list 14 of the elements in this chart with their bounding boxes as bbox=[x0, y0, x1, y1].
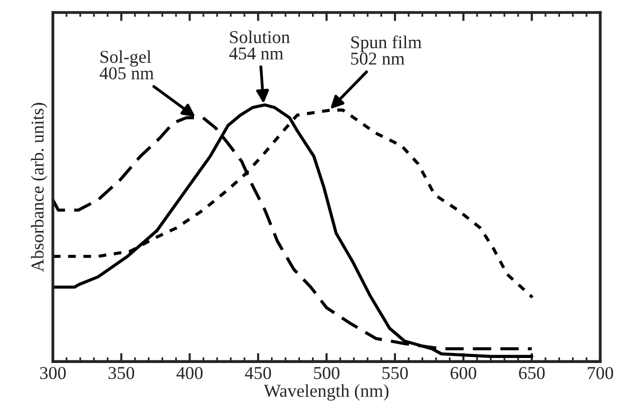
x-tick-label: 700 bbox=[588, 366, 614, 380]
x-tick-label: 650 bbox=[519, 366, 545, 380]
x-tick-label: 500 bbox=[314, 366, 340, 380]
y-axis-title: Absorbance (arb. units) bbox=[30, 102, 48, 272]
annotation: Solution 454 nm bbox=[229, 30, 290, 60]
x-tick-label: 600 bbox=[450, 366, 476, 380]
x-tick-label: 550 bbox=[382, 366, 408, 380]
annotation: Sol-gel 405 nm bbox=[100, 50, 154, 80]
x-tick-label: 350 bbox=[108, 366, 134, 380]
x-tick-label: 450 bbox=[244, 366, 271, 380]
annotation: Spun film 502 nm bbox=[351, 35, 422, 65]
x-tick-label: 400 bbox=[176, 366, 203, 380]
x-axis-title: Wavelength (nm) bbox=[264, 384, 388, 401]
x-tick-label: 300 bbox=[40, 366, 66, 380]
